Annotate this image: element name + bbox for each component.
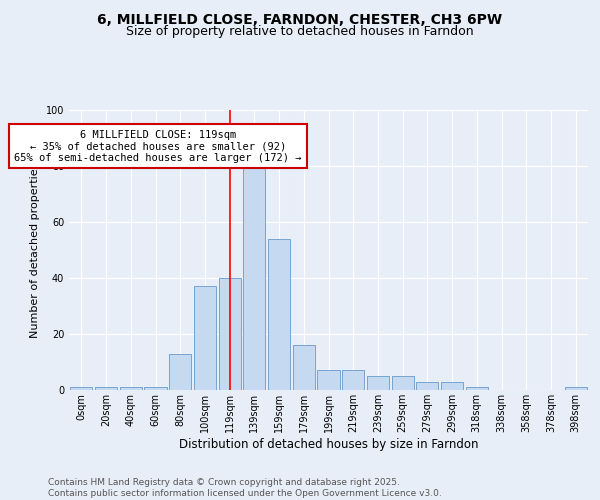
Bar bbox=[342, 370, 364, 390]
Text: 6 MILLFIELD CLOSE: 119sqm
← 35% of detached houses are smaller (92)
65% of semi-: 6 MILLFIELD CLOSE: 119sqm ← 35% of detac… bbox=[14, 130, 302, 163]
Bar bbox=[392, 376, 414, 390]
Bar bbox=[441, 382, 463, 390]
Bar bbox=[565, 387, 587, 390]
Text: Size of property relative to detached houses in Farndon: Size of property relative to detached ho… bbox=[126, 25, 474, 38]
Bar bbox=[169, 354, 191, 390]
Bar bbox=[293, 345, 315, 390]
Bar bbox=[268, 239, 290, 390]
Bar bbox=[218, 278, 241, 390]
Text: 6, MILLFIELD CLOSE, FARNDON, CHESTER, CH3 6PW: 6, MILLFIELD CLOSE, FARNDON, CHESTER, CH… bbox=[97, 12, 503, 26]
Bar bbox=[367, 376, 389, 390]
Bar bbox=[317, 370, 340, 390]
Y-axis label: Number of detached properties: Number of detached properties bbox=[30, 162, 40, 338]
Bar bbox=[70, 387, 92, 390]
Bar bbox=[466, 387, 488, 390]
Bar bbox=[95, 387, 117, 390]
Bar bbox=[416, 382, 439, 390]
X-axis label: Distribution of detached houses by size in Farndon: Distribution of detached houses by size … bbox=[179, 438, 478, 450]
Bar bbox=[145, 387, 167, 390]
Bar bbox=[243, 155, 265, 390]
Text: Contains HM Land Registry data © Crown copyright and database right 2025.
Contai: Contains HM Land Registry data © Crown c… bbox=[48, 478, 442, 498]
Bar bbox=[194, 286, 216, 390]
Bar bbox=[119, 387, 142, 390]
